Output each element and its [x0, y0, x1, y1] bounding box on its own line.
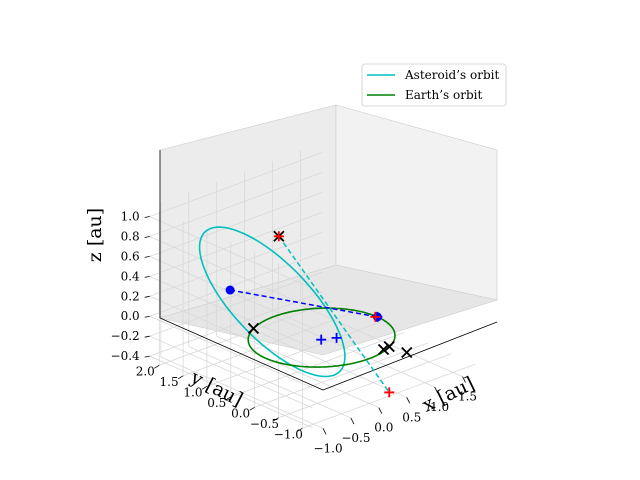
- z-tick-label: −0.4: [111, 349, 141, 363]
- z-tick: [144, 335, 150, 338]
- z-tick-label: 0.8: [121, 229, 140, 243]
- y-axis-line: [159, 317, 324, 391]
- z-axis-label: z [au]: [84, 208, 106, 262]
- point-marker-circle: [225, 285, 235, 295]
- z-tick: [144, 236, 150, 238]
- y-tick-label: 1.5: [160, 375, 179, 389]
- z-tick: [144, 315, 150, 318]
- point-marker-x: [247, 322, 260, 335]
- y-tick-label: 2.0: [136, 364, 155, 378]
- z-tick: [144, 216, 150, 218]
- z-tick-label: −0.2: [111, 329, 140, 343]
- y-tick: [225, 396, 231, 401]
- grid-line-x: [244, 171, 407, 398]
- marker-group: [225, 230, 413, 398]
- z-tick: [144, 295, 150, 298]
- x-tick: [322, 428, 327, 435]
- legend-label-earth: Earth’s orbit: [405, 88, 482, 102]
- point-marker-x: [383, 340, 395, 353]
- legend-box: [361, 63, 507, 107]
- x-tick-label: 1.5: [458, 390, 477, 404]
- z-tick: [144, 275, 150, 278]
- z-tick: [144, 355, 150, 358]
- grid-line-x: [299, 150, 463, 377]
- y-tick-label: 0.0: [231, 406, 250, 420]
- y-tick: [249, 406, 255, 411]
- grid-line-x: [188, 192, 352, 419]
- point-marker-plus: [316, 334, 327, 345]
- z-tick-label: 0.4: [121, 269, 140, 283]
- x-tick-label: −0.5: [341, 431, 370, 445]
- y-tick: [273, 417, 279, 422]
- x-tick: [350, 417, 355, 425]
- y-tick-label: 1.0: [183, 385, 202, 399]
- point-marker-plus: [370, 311, 381, 322]
- legend-label-asteroid: Asteroid’s orbit: [404, 68, 499, 82]
- apsis-line-dashed: [229, 289, 378, 318]
- point-marker-x: [377, 343, 390, 356]
- z-tick: [144, 256, 150, 258]
- x-tick-label: 0.0: [374, 421, 393, 435]
- x-tick: [462, 376, 466, 383]
- x-tick-label: 0.5: [402, 410, 421, 424]
- tick-group: −1.0−0.50.00.51.01.5−1.0−0.50.00.51.01.5…: [111, 210, 478, 456]
- y-tick: [154, 364, 160, 369]
- y-tick: [177, 375, 184, 380]
- z-tick-label: 1.0: [121, 210, 140, 224]
- x-tick: [434, 386, 438, 394]
- grid-line-x: [272, 161, 435, 388]
- grid-line-x: [216, 181, 380, 409]
- pane-floor: [158, 264, 499, 356]
- y-tick: [201, 385, 208, 390]
- x-tick-label: 1.0: [430, 400, 449, 414]
- point-marker-plus: [273, 231, 284, 242]
- point-marker-x: [401, 346, 413, 359]
- legend: Asteroid’s orbit Earth’s orbit: [361, 63, 507, 107]
- y-tick: [297, 427, 303, 432]
- z-tick-label: 0.6: [121, 249, 140, 263]
- y-tick-label: −1.0: [274, 427, 303, 441]
- z-tick-label: 0.2: [121, 289, 140, 303]
- y-tick-label: −0.5: [250, 417, 279, 431]
- point-marker-plus: [384, 387, 395, 398]
- grid-line-x: [160, 202, 324, 429]
- y-tick-label: 0.5: [207, 396, 226, 410]
- point-marker-plus: [331, 332, 342, 343]
- x-tick-label: −1.0: [313, 441, 342, 455]
- x-tick: [406, 397, 411, 404]
- z-tick-label: 0.0: [121, 309, 140, 323]
- asteroid-orbit-curve: [198, 226, 346, 378]
- x-tick: [378, 407, 383, 414]
